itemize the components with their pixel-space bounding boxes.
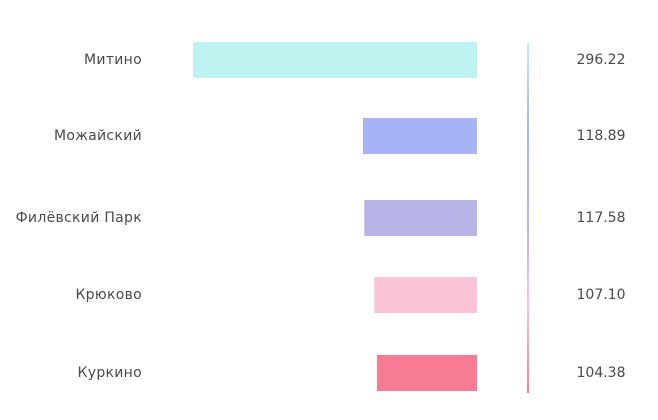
category-labels: Митино Можайский Филёвский Парк Крюково Курк… bbox=[16, 52, 142, 381]
bar bbox=[364, 200, 477, 236]
bar bbox=[193, 42, 477, 78]
value-labels: 296.22 118.89 117.58 107.10 104.38 bbox=[577, 52, 626, 381]
category-label: Куркино bbox=[78, 365, 143, 381]
bar bbox=[363, 118, 477, 154]
category-label: Можайский bbox=[54, 128, 142, 144]
bars-layer bbox=[193, 42, 477, 391]
value-label: 104.38 bbox=[577, 365, 626, 381]
category-label: Филёвский Парк bbox=[16, 210, 142, 226]
category-label: Митино bbox=[84, 52, 142, 68]
value-label: 118.89 bbox=[577, 128, 626, 144]
bar bbox=[374, 277, 477, 313]
category-label: Крюково bbox=[75, 287, 142, 303]
value-label: 296.22 bbox=[577, 52, 626, 68]
value-label: 107.10 bbox=[577, 287, 626, 303]
bar bbox=[376, 355, 477, 391]
divider-line bbox=[527, 42, 529, 393]
value-label: 117.58 bbox=[577, 210, 626, 226]
